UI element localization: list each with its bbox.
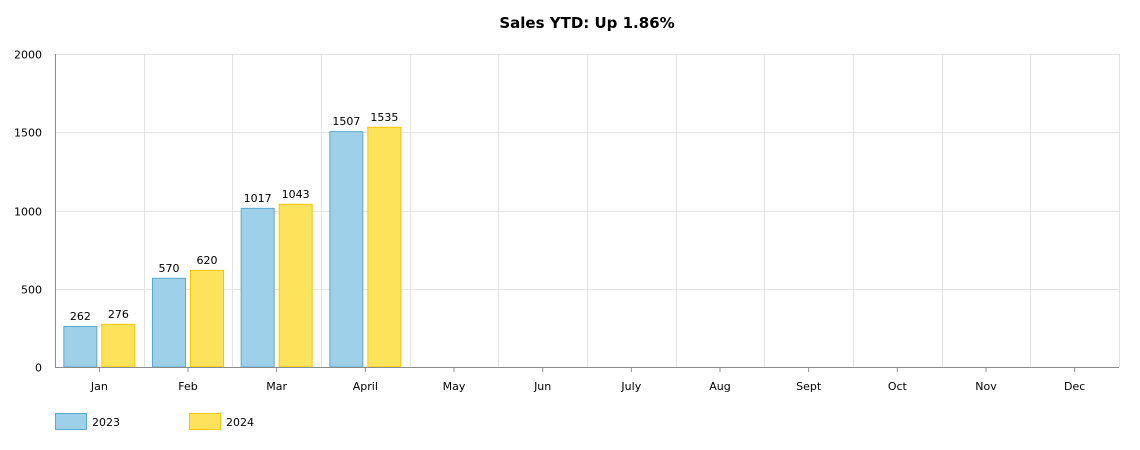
x-tick-label: April bbox=[353, 380, 378, 393]
x-tick-label: July bbox=[620, 380, 641, 393]
bar-2024-April bbox=[367, 126, 402, 368]
y-tick-label: 2000 bbox=[14, 49, 42, 62]
data-label: 620 bbox=[197, 254, 218, 267]
bar-2024-Feb bbox=[190, 269, 224, 368]
legend-swatch-2023 bbox=[55, 413, 87, 430]
legend: 2023 2024 bbox=[55, 413, 254, 430]
chart-title: Sales YTD: Up 1.86% bbox=[499, 14, 674, 32]
x-tick-label: Jun bbox=[533, 380, 551, 393]
bar-2023-April bbox=[329, 131, 364, 368]
bars bbox=[63, 126, 402, 368]
data-labels: 262 570 1017 1507 276 620 1043 1535 bbox=[70, 111, 399, 323]
data-label: 570 bbox=[159, 262, 180, 275]
legend-label-2023: 2023 bbox=[92, 416, 120, 429]
bar-2023-Jan bbox=[63, 325, 98, 368]
x-tick-label: Oct bbox=[888, 380, 908, 393]
axes: 0 500 1000 1500 2000 Jan Feb Mar April May Jun July… bbox=[14, 49, 1119, 393]
data-label: 276 bbox=[108, 308, 129, 321]
legend-label-2024: 2024 bbox=[226, 416, 254, 429]
gridlines bbox=[55, 54, 1120, 367]
data-label: 262 bbox=[70, 310, 91, 323]
y-tick-label: 1500 bbox=[14, 127, 42, 140]
x-tick-label: Jan bbox=[90, 380, 108, 393]
bar-2024-Jan bbox=[101, 323, 136, 368]
bar-2023-Mar bbox=[240, 207, 275, 368]
y-tick-label: 1000 bbox=[14, 206, 42, 219]
x-tick-label: Aug bbox=[709, 380, 730, 393]
bar-2024-Mar bbox=[278, 203, 313, 368]
x-tick-label: Mar bbox=[266, 380, 287, 393]
y-tick-label: 500 bbox=[21, 284, 42, 297]
x-tick-label: May bbox=[443, 380, 466, 393]
x-tick-label: Feb bbox=[178, 380, 197, 393]
data-label: 1043 bbox=[282, 188, 310, 201]
bar-2023-Feb bbox=[152, 277, 186, 368]
data-label: 1535 bbox=[370, 111, 398, 124]
x-tick-label: Sept bbox=[796, 380, 822, 393]
data-label: 1507 bbox=[332, 115, 360, 128]
data-label: 1017 bbox=[244, 192, 272, 205]
legend-swatch-2024 bbox=[189, 413, 221, 430]
x-tick-label: Nov bbox=[975, 380, 997, 393]
x-tick-label: Dec bbox=[1064, 380, 1085, 393]
y-tick-label: 0 bbox=[35, 362, 42, 375]
